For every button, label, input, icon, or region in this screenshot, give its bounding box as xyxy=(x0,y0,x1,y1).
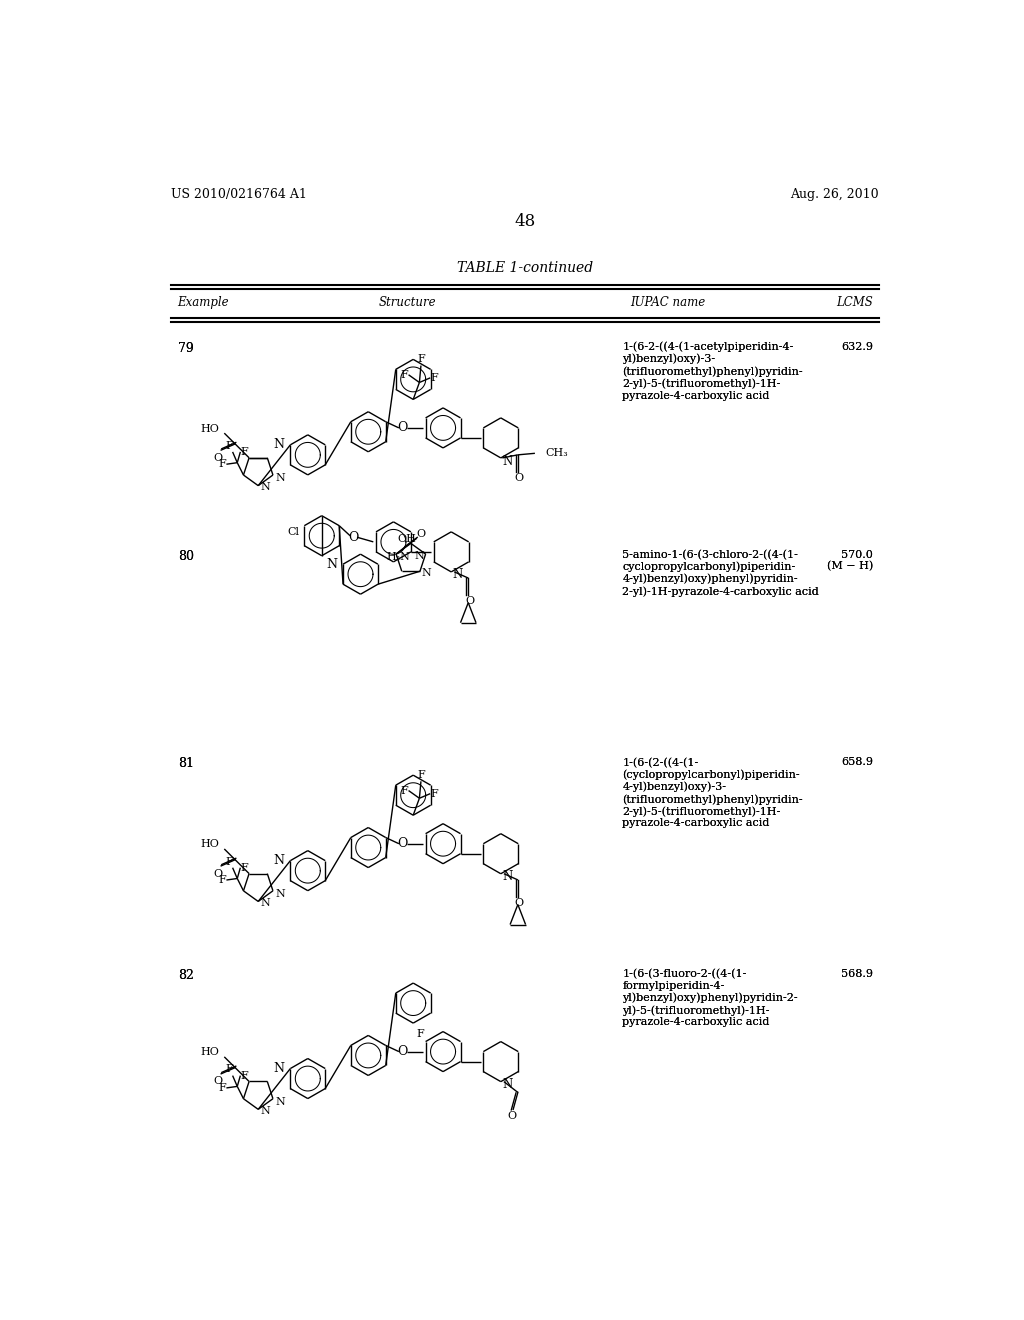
Text: F: F xyxy=(219,459,226,469)
Text: 658.9: 658.9 xyxy=(841,758,872,767)
Text: 568.9: 568.9 xyxy=(841,969,872,979)
Text: O: O xyxy=(214,453,222,463)
Text: F: F xyxy=(225,1064,233,1074)
Text: N: N xyxy=(275,1097,285,1107)
Text: N: N xyxy=(260,482,270,492)
Text: O: O xyxy=(397,421,408,434)
Text: F: F xyxy=(225,441,233,450)
Text: F: F xyxy=(241,447,248,457)
Text: N: N xyxy=(260,898,270,908)
Text: N: N xyxy=(422,568,431,578)
Text: OH: OH xyxy=(397,533,417,544)
Text: 80: 80 xyxy=(178,549,195,562)
Text: F: F xyxy=(417,1028,424,1039)
Text: N: N xyxy=(275,890,285,899)
Text: 82: 82 xyxy=(178,969,195,982)
Text: 81: 81 xyxy=(178,758,195,771)
Text: F: F xyxy=(400,370,409,380)
Text: F: F xyxy=(430,372,438,383)
Text: 81: 81 xyxy=(178,758,195,771)
Text: O: O xyxy=(515,898,524,908)
Text: F: F xyxy=(225,857,233,866)
Text: 82: 82 xyxy=(178,969,195,982)
Text: 5-amino-1-(6-(3-chloro-2-((4-(1-
cyclopropylcarbonyl)piperidin-
4-yl)benzyl)oxy): 5-amino-1-(6-(3-chloro-2-((4-(1- cyclopr… xyxy=(623,549,819,597)
Text: F: F xyxy=(417,354,425,364)
Text: O: O xyxy=(417,529,426,539)
Text: N: N xyxy=(273,1063,284,1074)
Text: O: O xyxy=(465,597,474,606)
Text: H₂N: H₂N xyxy=(387,552,411,562)
Text: O: O xyxy=(507,1110,516,1121)
Text: 632.9: 632.9 xyxy=(841,342,872,351)
Text: Structure: Structure xyxy=(378,296,436,309)
Text: F: F xyxy=(219,1082,226,1093)
Text: O: O xyxy=(515,473,524,483)
Text: F: F xyxy=(400,785,409,796)
Text: O: O xyxy=(348,531,358,544)
Text: HO: HO xyxy=(201,840,219,849)
Text: O: O xyxy=(214,1077,222,1086)
Text: 80: 80 xyxy=(178,549,195,562)
Text: N: N xyxy=(273,438,284,451)
Text: F: F xyxy=(430,788,438,799)
Text: F: F xyxy=(417,770,425,780)
Text: 1-(6-(3-fluoro-2-((4-(1-
formylpiperidin-4-
yl)benzyl)oxy)phenyl)pyridin-2-
yl)-: 1-(6-(3-fluoro-2-((4-(1- formylpiperidin… xyxy=(623,969,798,1027)
Text: 568.9: 568.9 xyxy=(841,969,872,979)
Text: Aug. 26, 2010: Aug. 26, 2010 xyxy=(791,189,879,202)
Text: HO: HO xyxy=(201,424,219,433)
Text: F: F xyxy=(219,875,226,884)
Text: 48: 48 xyxy=(514,213,536,230)
Text: N: N xyxy=(503,1078,513,1092)
Text: 79: 79 xyxy=(178,342,195,355)
Text: N: N xyxy=(260,1106,270,1115)
Text: 79: 79 xyxy=(178,342,195,355)
Text: 570.0
(M − H): 570.0 (M − H) xyxy=(826,549,872,572)
Text: F: F xyxy=(241,1071,248,1081)
Text: N: N xyxy=(503,870,513,883)
Text: 1-(6-2-((4-(1-acetylpiperidin-4-
yl)benzyl)oxy)-3-
(trifluoromethyl)phenyl)pyrid: 1-(6-2-((4-(1-acetylpiperidin-4- yl)benz… xyxy=(623,342,803,401)
Text: 632.9: 632.9 xyxy=(841,342,872,351)
Text: Cl: Cl xyxy=(288,527,300,537)
Text: 1-(6-(3-fluoro-2-((4-(1-
formylpiperidin-4-
yl)benzyl)oxy)phenyl)pyridin-2-
yl)-: 1-(6-(3-fluoro-2-((4-(1- formylpiperidin… xyxy=(623,969,798,1027)
Text: TABLE 1-continued: TABLE 1-continued xyxy=(457,260,593,275)
Text: O: O xyxy=(397,1045,408,1059)
Text: 5-amino-1-(6-(3-chloro-2-((4-(1-
cyclopropylcarbonyl)piperidin-
4-yl)benzyl)oxy): 5-amino-1-(6-(3-chloro-2-((4-(1- cyclopr… xyxy=(623,549,819,597)
Text: Example: Example xyxy=(177,296,228,309)
Text: N: N xyxy=(275,474,285,483)
Text: 570.0
(M − H): 570.0 (M − H) xyxy=(826,549,872,572)
Text: N: N xyxy=(326,557,337,570)
Text: N: N xyxy=(453,569,463,582)
Text: US 2010/0216764 A1: US 2010/0216764 A1 xyxy=(171,189,306,202)
Text: 1-(6-(2-((4-(1-
(cyclopropylcarbonyl)piperidin-
4-yl)benzyl)oxy)-3-
(trifluorome: 1-(6-(2-((4-(1- (cyclopropylcarbonyl)pip… xyxy=(623,758,803,829)
Text: N: N xyxy=(415,550,424,561)
Text: 658.9: 658.9 xyxy=(841,758,872,767)
Text: F: F xyxy=(241,863,248,873)
Text: N: N xyxy=(273,854,284,867)
Text: O: O xyxy=(214,869,222,879)
Text: HO: HO xyxy=(201,1047,219,1057)
Text: CH₃: CH₃ xyxy=(546,449,568,458)
Text: IUPAC name: IUPAC name xyxy=(630,296,706,309)
Text: 1-(6-2-((4-(1-acetylpiperidin-4-
yl)benzyl)oxy)-3-
(trifluoromethyl)phenyl)pyrid: 1-(6-2-((4-(1-acetylpiperidin-4- yl)benz… xyxy=(623,342,803,401)
Text: LCMS: LCMS xyxy=(836,296,872,309)
Text: N: N xyxy=(503,454,513,467)
Text: O: O xyxy=(397,837,408,850)
Text: 1-(6-(2-((4-(1-
(cyclopropylcarbonyl)piperidin-
4-yl)benzyl)oxy)-3-
(trifluorome: 1-(6-(2-((4-(1- (cyclopropylcarbonyl)pip… xyxy=(623,758,803,829)
